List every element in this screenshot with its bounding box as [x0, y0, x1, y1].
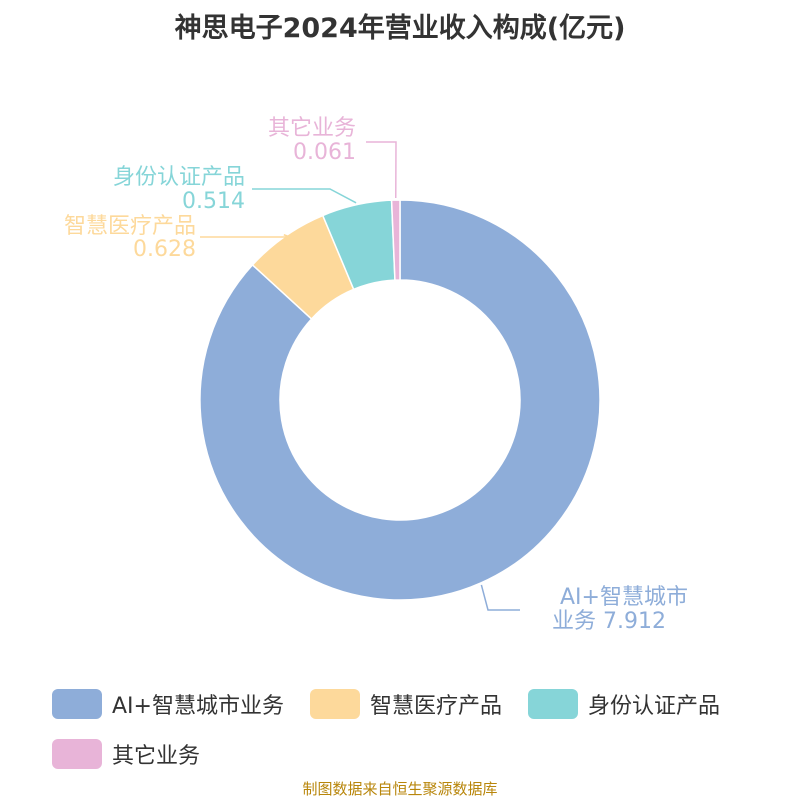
legend-item-smart-medical[interactable]: 智慧医疗产品 [309, 688, 502, 720]
slice-label-identity-auth-line2: 0.514 [182, 189, 245, 214]
slice-label-smart-medical-line1: 智慧医疗产品 [64, 214, 196, 239]
legend-swatch-identity-auth [528, 689, 578, 719]
slice-label-smart-medical-line2: 0.628 [133, 237, 196, 262]
legend-swatch-smart-medical [309, 689, 360, 719]
leader-line-other-business [366, 141, 397, 199]
legend-item-ai-smart-city[interactable]: AI+智慧城市业务 [52, 688, 284, 720]
legend-label-ai-smart-city: AI+智慧城市业务 [112, 694, 284, 719]
slice-label-identity-auth-line1: 身份认证产品 [113, 165, 245, 190]
legend-item-identity-auth[interactable]: 身份认证产品 [528, 688, 720, 720]
chart-title: 神思电子2024年营业收入构成(亿元) [174, 13, 626, 44]
legend-label-other-business: 其它业务 [112, 744, 201, 769]
donut-slice-ai-smart-city[interactable] [199, 199, 601, 601]
slice-label-ai-smart-city-line1: AI+智慧城市 [560, 585, 688, 610]
legend-swatch-ai-smart-city [52, 689, 102, 719]
slice-label-other-business-line2: 0.061 [293, 140, 356, 165]
legend-label-identity-auth: 身份认证产品 [588, 694, 721, 719]
leader-line-identity-auth [252, 188, 357, 204]
donut-slice-other-business[interactable] [390, 199, 401, 281]
legend-label-smart-medical: 智慧医疗产品 [369, 694, 502, 719]
chart-legend: AI+智慧城市业务 智慧医疗产品 身份认证产品 其它业务 [52, 688, 772, 770]
leader-line-ai-smart-city [480, 584, 520, 611]
legend-swatch-other-business [52, 739, 102, 769]
leader-line-smart-medical [200, 234, 291, 238]
source-note: 制图数据来自恒生聚源数据库 [302, 780, 498, 798]
legend-item-other-business[interactable]: 其它业务 [52, 738, 200, 770]
slice-label-ai-smart-city-line2: 业务 7.912 [552, 609, 666, 634]
slice-label-other-business-line1: 其它业务 [268, 116, 356, 141]
